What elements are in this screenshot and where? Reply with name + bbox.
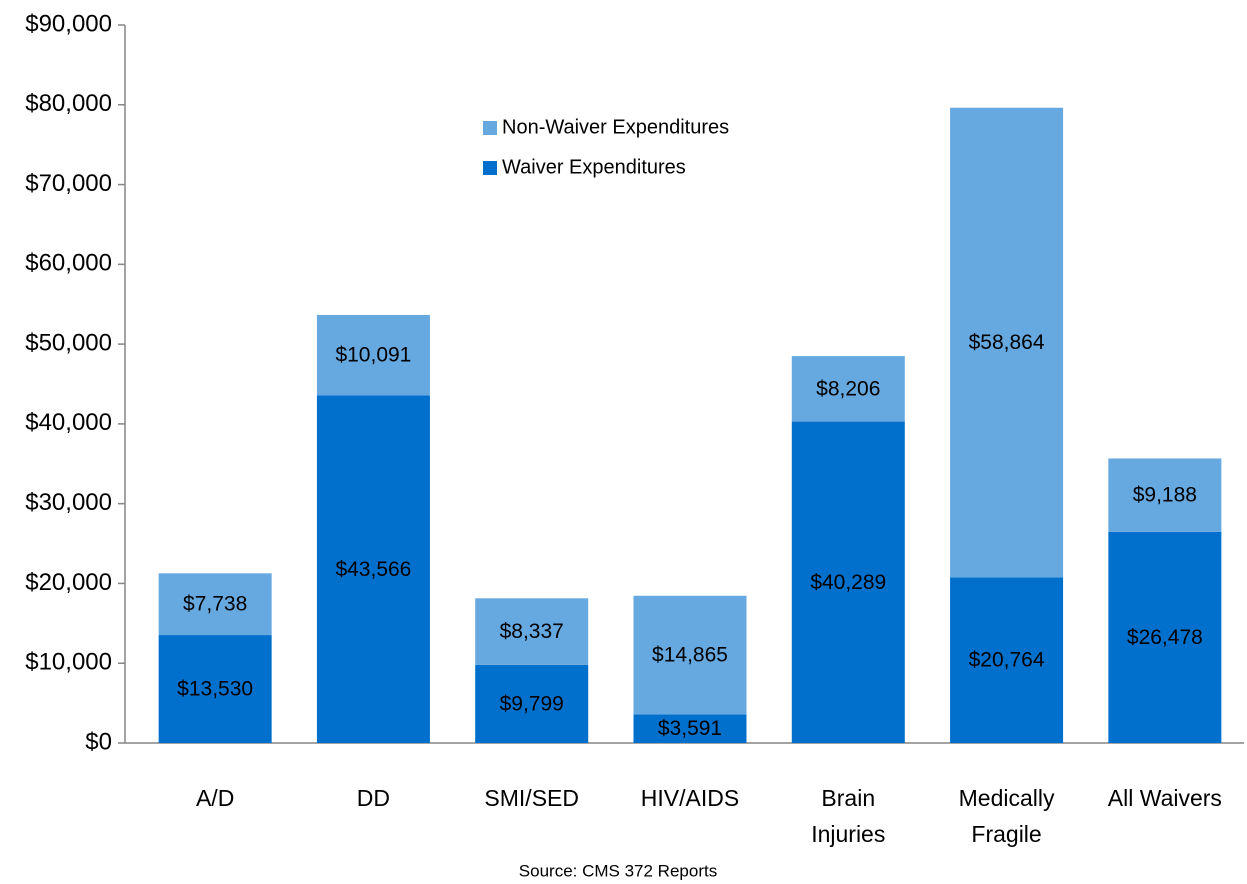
bar-segment bbox=[791, 356, 905, 422]
bar-segment bbox=[316, 395, 430, 743]
bar-segment bbox=[633, 714, 747, 743]
bar-segment bbox=[475, 664, 589, 743]
value-label: $13,530 bbox=[177, 678, 253, 701]
value-label: $14,865 bbox=[652, 644, 728, 667]
y-tick-label: $40,000 bbox=[25, 409, 112, 436]
x-tick-label: Medically Fragile bbox=[959, 785, 1055, 847]
x-tick-label: Brain Injuries bbox=[811, 785, 885, 847]
bar-segment bbox=[950, 107, 1064, 578]
bar-segment bbox=[158, 635, 272, 743]
legend-label: Waiver Expenditures bbox=[502, 156, 686, 178]
x-tick-label: A/D bbox=[196, 785, 234, 811]
x-tick-label: DD bbox=[357, 785, 390, 811]
x-tick-label: SMI/SED bbox=[484, 785, 579, 811]
bar-segment bbox=[633, 595, 747, 715]
y-tick-label: $30,000 bbox=[25, 489, 112, 516]
value-label: $10,091 bbox=[335, 344, 411, 367]
x-tick-label: All Waivers bbox=[1108, 785, 1222, 811]
value-label: $9,188 bbox=[1133, 484, 1197, 507]
bar-segment bbox=[1108, 531, 1222, 743]
legend-label: Non-Waiver Expenditures bbox=[502, 116, 729, 138]
value-label: $58,864 bbox=[969, 331, 1045, 354]
value-label: $3,591 bbox=[658, 717, 722, 740]
value-label: $40,289 bbox=[810, 571, 886, 594]
bar-segment bbox=[475, 598, 589, 665]
value-label: $9,799 bbox=[500, 692, 564, 715]
y-tick-label: $90,000 bbox=[25, 10, 112, 37]
bar-segment bbox=[158, 573, 272, 636]
source: Source: CMS 372 Reports bbox=[519, 861, 717, 880]
y-tick-label: $10,000 bbox=[25, 649, 112, 676]
legend-swatch bbox=[483, 121, 497, 135]
legend-swatch bbox=[483, 161, 497, 175]
value-label: $26,478 bbox=[1127, 626, 1203, 649]
y-tick-label: $70,000 bbox=[25, 170, 112, 197]
value-label: $7,738 bbox=[183, 593, 247, 616]
y-tick-label: $80,000 bbox=[25, 90, 112, 117]
value-label: $8,337 bbox=[500, 620, 564, 643]
y-tick-label: $20,000 bbox=[25, 569, 112, 596]
bar-segment bbox=[1108, 458, 1222, 532]
value-label: $20,764 bbox=[969, 649, 1045, 672]
value-label: $43,566 bbox=[335, 558, 411, 581]
x-tick-label: HIV/AIDS bbox=[641, 785, 739, 811]
y-tick-label: $50,000 bbox=[25, 329, 112, 356]
y-tick-label: $0 bbox=[85, 728, 112, 755]
bar-segment bbox=[791, 421, 905, 743]
y-tick-label: $60,000 bbox=[25, 250, 112, 277]
value-label: $8,206 bbox=[816, 377, 880, 400]
bar-segment bbox=[950, 577, 1064, 743]
bar-segment bbox=[316, 314, 430, 396]
